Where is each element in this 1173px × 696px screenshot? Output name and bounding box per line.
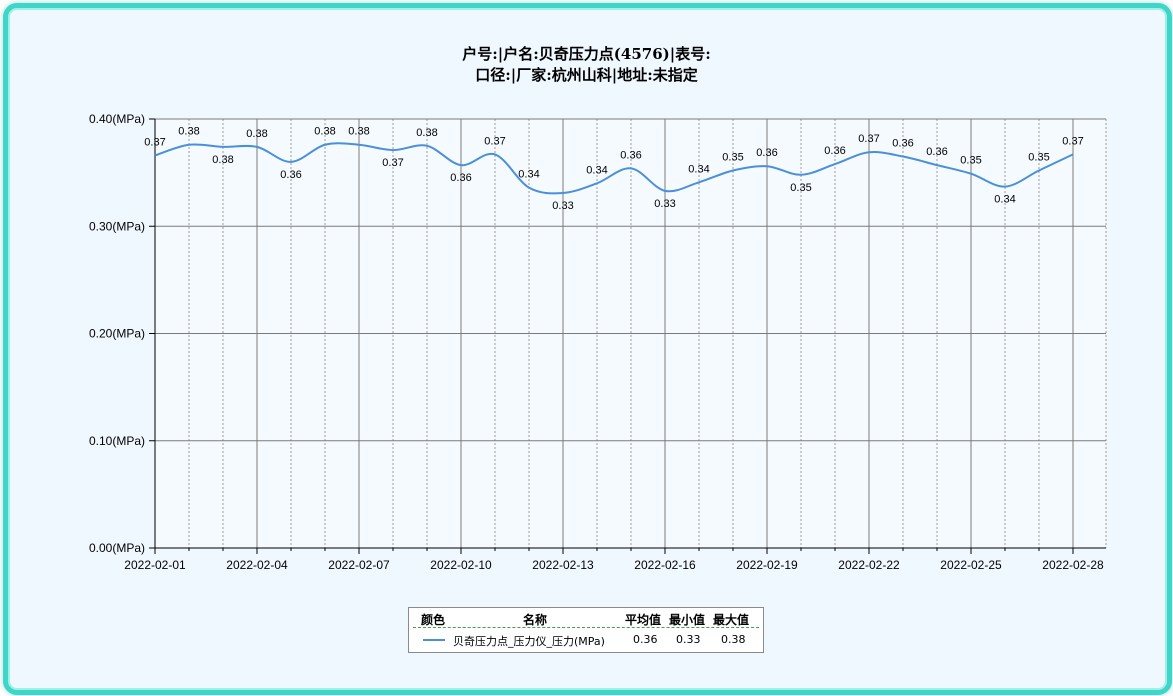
data-label: 0.37 bbox=[858, 133, 879, 145]
legend-header-name: 名称 bbox=[523, 613, 548, 627]
x-tick-label: 2022-02-10 bbox=[430, 558, 492, 572]
legend-series-min: 0.33 bbox=[676, 633, 701, 646]
legend-series-name: 贝奇压力点_压力仪_压力(MPa) bbox=[453, 635, 605, 648]
y-tick-label: 0.40(MPa) bbox=[89, 112, 145, 126]
legend-header-min: 最小值 bbox=[669, 613, 706, 627]
data-label: 0.38 bbox=[178, 126, 199, 138]
x-tick-label: 2022-02-19 bbox=[736, 558, 798, 572]
legend-table: 颜色 名称 平均值 最小值 最大值 贝奇压力点_压力仪_压力(MPa) 0.36… bbox=[408, 607, 764, 653]
data-label: 0.35 bbox=[722, 151, 743, 163]
x-tick-label: 2022-02-25 bbox=[940, 558, 1002, 572]
data-label: 0.38 bbox=[246, 128, 267, 140]
series-line bbox=[154, 142, 1074, 195]
data-label: 0.38 bbox=[314, 126, 335, 138]
y-tick-label: 0.10(MPa) bbox=[89, 434, 145, 448]
legend-series-max: 0.38 bbox=[721, 633, 746, 646]
x-tick-label: 2022-02-04 bbox=[226, 558, 288, 572]
legend-header-avg: 平均值 bbox=[625, 613, 662, 627]
x-tick-label: 2022-02-22 bbox=[838, 558, 900, 572]
data-label: 0.37 bbox=[144, 136, 165, 148]
x-tick-label: 2022-02-16 bbox=[634, 558, 696, 572]
x-tick-label: 2022-02-07 bbox=[328, 558, 390, 572]
data-label: 0.36 bbox=[620, 149, 641, 161]
data-label: 0.38 bbox=[416, 127, 437, 139]
legend-series-swatch bbox=[423, 639, 445, 641]
x-tick-label: 2022-02-13 bbox=[532, 558, 594, 572]
data-label: 0.36 bbox=[450, 172, 471, 184]
data-label: 0.37 bbox=[382, 157, 403, 169]
data-label: 0.37 bbox=[484, 135, 505, 147]
x-tick-label: 2022-02-01 bbox=[124, 558, 186, 572]
legend-series-avg: 0.36 bbox=[633, 633, 658, 646]
data-label: 0.38 bbox=[348, 126, 369, 138]
data-label: 0.36 bbox=[892, 138, 913, 150]
y-tick-label: 0.30(MPa) bbox=[89, 219, 145, 233]
data-label: 0.34 bbox=[518, 169, 539, 181]
data-label: 0.35 bbox=[790, 182, 811, 194]
data-label: 0.35 bbox=[960, 155, 981, 167]
data-label: 0.36 bbox=[280, 169, 301, 181]
data-label: 0.33 bbox=[654, 198, 675, 210]
chart-title-line2: 口径:|厂家:杭州山科|地址:未指定 bbox=[475, 66, 698, 84]
data-label: 0.38 bbox=[212, 154, 233, 166]
data-label: 0.37 bbox=[1062, 135, 1083, 147]
y-tick-label: 0.00(MPa) bbox=[89, 541, 145, 555]
chart-title-line1: 户号:|户名:贝奇压力点(4576)|表号: bbox=[462, 45, 711, 63]
data-label: 0.36 bbox=[824, 145, 845, 157]
y-tick-label: 0.20(MPa) bbox=[89, 327, 145, 341]
data-label: 0.36 bbox=[926, 146, 947, 158]
data-label: 0.36 bbox=[756, 147, 777, 159]
data-label: 0.35 bbox=[1028, 151, 1049, 163]
data-label: 0.34 bbox=[586, 164, 607, 176]
legend-separator bbox=[413, 627, 759, 628]
data-label: 0.33 bbox=[552, 200, 573, 212]
legend-header-max: 最大值 bbox=[713, 613, 750, 627]
x-tick-label: 2022-02-28 bbox=[1042, 558, 1104, 572]
data-label: 0.34 bbox=[994, 194, 1015, 206]
legend-header-color: 颜色 bbox=[421, 613, 446, 627]
data-label: 0.34 bbox=[688, 163, 709, 175]
